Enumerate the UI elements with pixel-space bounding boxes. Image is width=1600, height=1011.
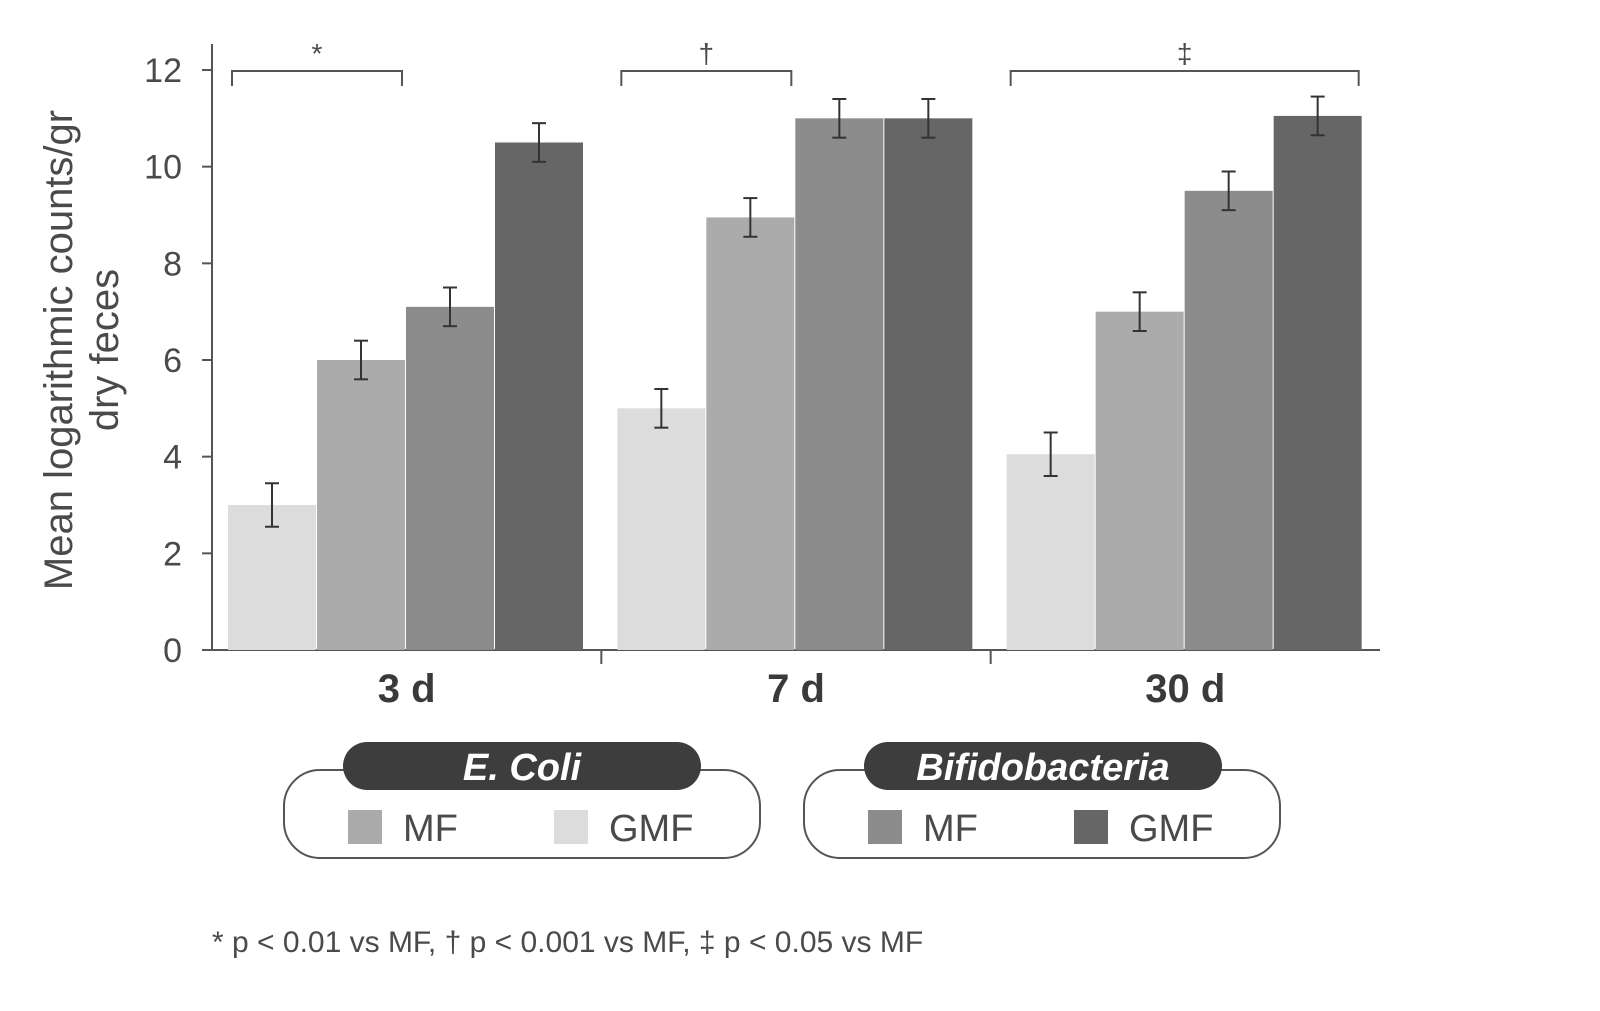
y-tick-label: 2	[163, 535, 182, 573]
significance-brackets: * † ‡	[231, 38, 1360, 86]
bar	[406, 306, 494, 650]
bar	[228, 505, 316, 650]
legend-group-title-pill	[864, 742, 1222, 790]
error-bars	[265, 95, 1325, 528]
legend-item-label: GMF	[1129, 808, 1213, 850]
x-category-label: 30 d	[1145, 667, 1225, 711]
y-tick-label: 6	[163, 342, 182, 380]
x-category-label: 3 d	[378, 667, 436, 711]
significance-bracket	[231, 70, 403, 86]
y-tick-label: 10	[144, 149, 182, 187]
significance-marker: †	[699, 38, 715, 69]
bar	[1095, 311, 1184, 650]
significance-bracket	[620, 70, 793, 86]
legend-group-title: Bifidobacteria	[916, 747, 1169, 789]
significance-marker: *	[312, 38, 323, 69]
y-tick-label: 12	[144, 52, 182, 90]
legend-swatch	[868, 810, 902, 844]
legend-item-label: MF	[923, 808, 978, 850]
bar	[1184, 190, 1273, 651]
y-axis-label-line-2: dry feces	[83, 269, 127, 431]
y-tick-label: 8	[163, 245, 182, 283]
bar	[706, 217, 795, 650]
y-axis-label: Mean logarithmic counts/gr dry feces	[37, 110, 127, 590]
bar	[795, 118, 884, 651]
x-category-label: 7 d	[767, 667, 825, 711]
bar	[495, 142, 583, 650]
legend-group-title-pill	[343, 742, 701, 790]
legend-swatch	[348, 810, 382, 844]
bar	[317, 360, 405, 650]
bar	[1273, 115, 1362, 650]
footnote: * p < 0.01 vs MF, † p < 0.001 vs MF, ‡ p…	[212, 926, 924, 959]
y-tick-label: 4	[163, 439, 182, 477]
axes: 0 2 4 6 8 10 12 3 d 7 d 30 d	[144, 44, 1380, 711]
y-axis-label-line-1: Mean logarithmic counts/gr	[37, 110, 81, 590]
y-tick-label: 0	[163, 632, 182, 670]
bar	[1006, 454, 1095, 650]
legend-item-label: GMF	[609, 808, 693, 850]
legend-swatch	[1074, 810, 1108, 844]
bar	[617, 408, 706, 650]
legend-swatch	[554, 810, 588, 844]
significance-bracket	[1009, 70, 1360, 86]
bar	[884, 118, 973, 651]
significance-marker: ‡	[1177, 38, 1193, 69]
bars	[228, 115, 1362, 651]
legend-item-label: MF	[403, 808, 458, 850]
legend-group-title: E. Coli	[463, 747, 583, 789]
